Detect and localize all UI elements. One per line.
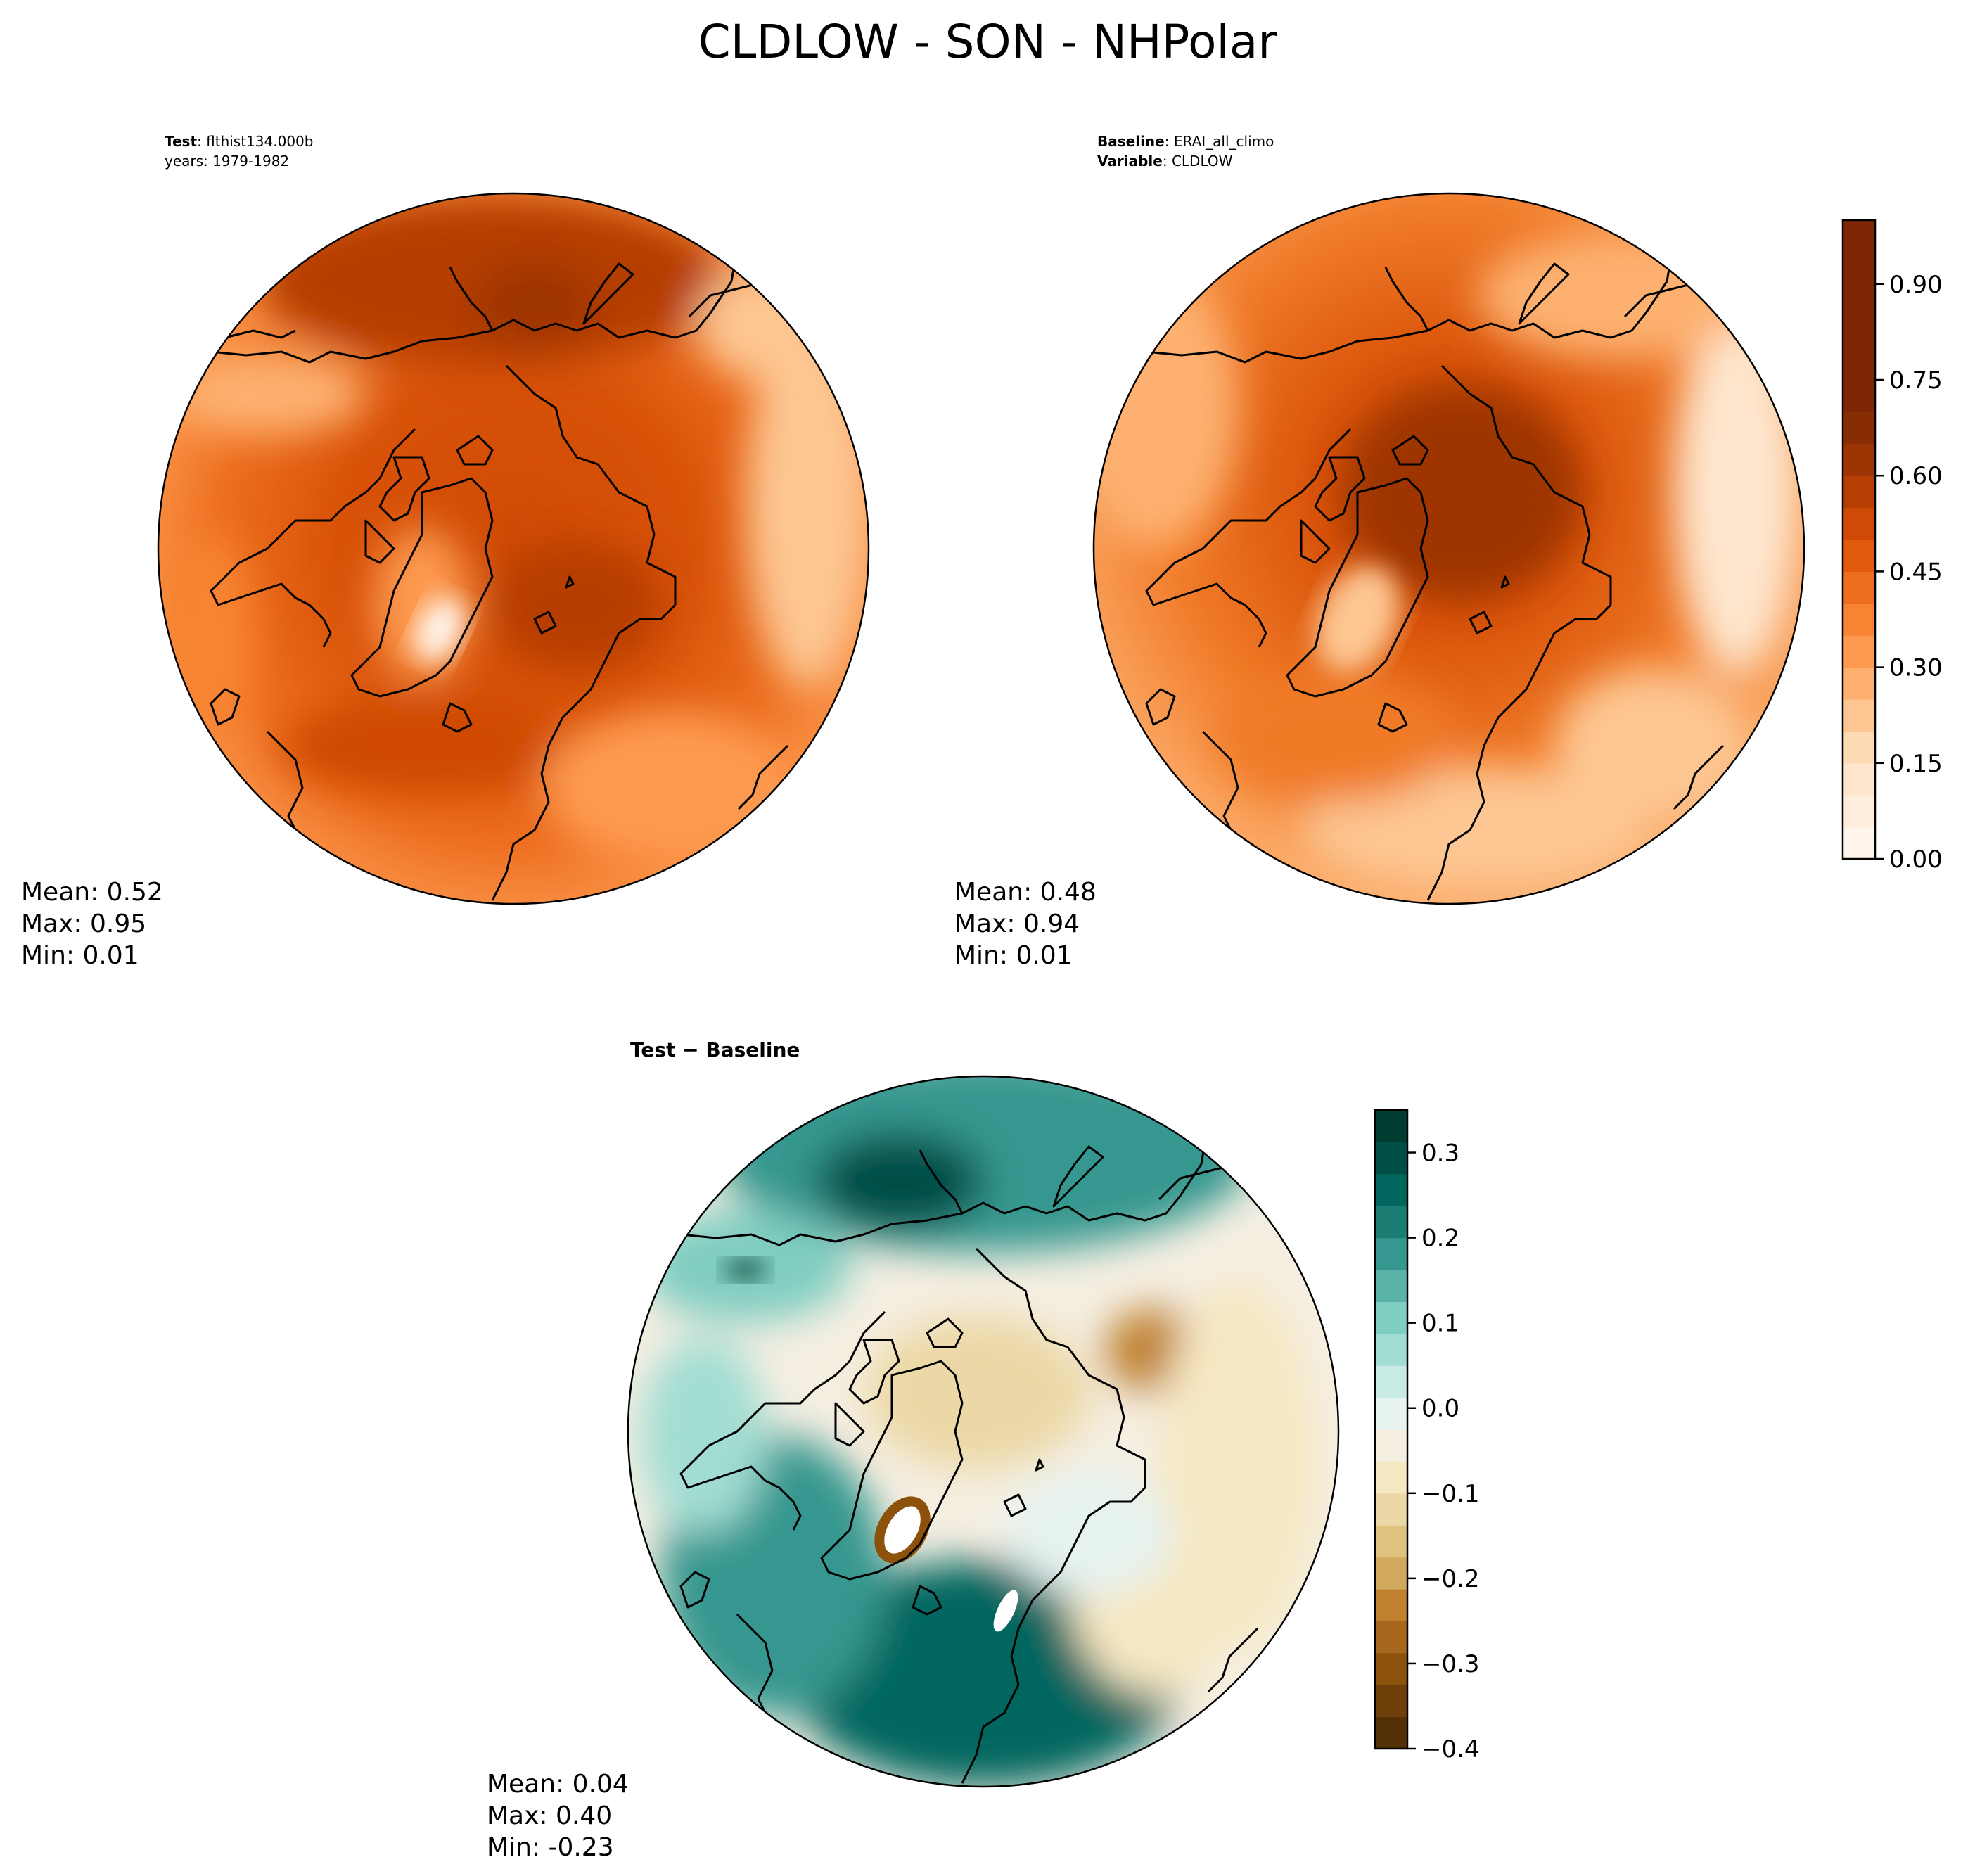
colorbar-oranges-segment <box>1843 316 1875 349</box>
colorbar-brbg-segment <box>1375 1173 1407 1206</box>
colorbar-brbg-tick-label: 0.2 <box>1421 1225 1459 1253</box>
figure-title: CLDLOW - SON - NHPolar <box>698 15 1278 69</box>
colorbar-oranges-segment <box>1843 540 1875 572</box>
colorbar-brbg-segment <box>1375 1206 1407 1239</box>
colorbar-brbg-segment <box>1375 1365 1407 1398</box>
colorbar-oranges-segment <box>1843 220 1875 253</box>
colorbar-oranges-tick-label: 0.00 <box>1889 846 1943 874</box>
map-difference <box>628 1076 1338 1787</box>
panel-baseline-mean: Mean: 0.48 <box>954 878 1097 907</box>
colorbar-oranges-tick-label: 0.75 <box>1889 366 1943 395</box>
panel-difference-mean: Mean: 0.04 <box>487 1770 629 1799</box>
panel-test-label: Test: flthist134.000b <box>165 133 313 150</box>
panel-test-min: Min: 0.01 <box>21 941 139 970</box>
colorbar-oranges-segment <box>1843 571 1875 604</box>
colorbar-oranges-segment <box>1843 507 1875 540</box>
colorbar-oranges-tick-label: 0.45 <box>1889 558 1943 586</box>
panel-test-label-value: flthist134.000b <box>206 133 313 150</box>
colorbar-brbg-segment <box>1375 1270 1407 1302</box>
colorbar-brbg-tick-label: 0.0 <box>1421 1395 1459 1423</box>
colorbar-brbg-tick-label: −0.1 <box>1421 1480 1480 1508</box>
colorbar-oranges-tick-label: 0.30 <box>1889 654 1943 682</box>
colorbar-brbg-tick-label: 0.3 <box>1421 1140 1459 1168</box>
colorbar-brbg-tick-label: −0.4 <box>1421 1735 1480 1763</box>
colorbar-oranges-segment <box>1843 699 1875 732</box>
panel-baseline-label: Baseline: ERAI_all_climo <box>1097 133 1274 150</box>
colorbar-oranges-segment <box>1843 635 1875 668</box>
colorbar-brbg-segment <box>1375 1397 1407 1430</box>
colorbar-brbg-tick-label: 0.1 <box>1421 1310 1459 1338</box>
colorbar-brbg-segment <box>1375 1525 1407 1558</box>
map-baseline <box>1094 193 1804 904</box>
colorbar-brbg-segment <box>1375 1493 1407 1526</box>
colorbar-brbg-segment <box>1375 1589 1407 1621</box>
colorbar-brbg-segment <box>1375 1301 1407 1334</box>
panel-baseline-min: Min: 0.01 <box>954 941 1073 970</box>
colorbar-oranges-segment <box>1843 347 1875 381</box>
colorbar-brbg-segment <box>1375 1110 1407 1142</box>
colorbar-brbg: −0.4 −0.3 −0.2 −0.1 0.0 0.1 0.2 0.3 <box>1374 1109 1480 1763</box>
panel-test-label-bold: Test <box>165 133 197 150</box>
colorbar-brbg-segment <box>1375 1621 1407 1654</box>
colorbar-oranges-segment <box>1843 380 1875 412</box>
colorbar-brbg-segment <box>1375 1142 1407 1175</box>
panel-difference: Test − Baseline <box>487 1038 1340 1862</box>
colorbar-oranges-tick-label: 0.60 <box>1889 462 1943 490</box>
panel-difference-label: Test − Baseline <box>630 1038 800 1061</box>
panel-baseline-variable-value: CLDLOW <box>1172 153 1233 170</box>
map-difference-boundary <box>627 1075 1340 1788</box>
colorbar-oranges-tick-label: 0.90 <box>1889 271 1943 299</box>
colorbar-oranges-tick-label: 0.15 <box>1889 750 1943 778</box>
colorbar-oranges-segment <box>1843 476 1875 509</box>
colorbar-brbg-segment <box>1375 1716 1407 1749</box>
colorbar-brbg-segment <box>1375 1429 1407 1462</box>
colorbar-brbg-segment <box>1375 1461 1407 1494</box>
colorbar-brbg-frame <box>1374 1109 1409 1750</box>
panel-baseline-label-value: ERAI_all_climo <box>1174 133 1274 150</box>
panel-baseline: Baseline: ERAI_all_climo Variable: CLDLO… <box>954 133 1805 970</box>
colorbar-brbg-segment <box>1375 1652 1407 1685</box>
colorbar-brbg-segment <box>1375 1333 1407 1366</box>
colorbar-oranges-segment <box>1843 667 1875 700</box>
colorbar-oranges-segment <box>1843 827 1875 860</box>
panel-test-mean: Mean: 0.52 <box>21 878 163 907</box>
panel-baseline-max: Max: 0.94 <box>954 910 1080 938</box>
colorbar-oranges-segment <box>1843 731 1875 764</box>
colorbar-oranges-segment <box>1843 252 1875 285</box>
colorbar-brbg-segment <box>1375 1237 1407 1270</box>
colorbar-oranges-segment <box>1843 762 1875 796</box>
panel-difference-min: Min: -0.23 <box>487 1833 614 1862</box>
map-test-boundary <box>157 192 870 905</box>
panel-baseline-variable: Variable: CLDLOW <box>1097 153 1233 170</box>
map-test <box>158 193 869 904</box>
panel-test-max: Max: 0.95 <box>21 910 146 938</box>
colorbar-brbg-segment <box>1375 1685 1407 1718</box>
colorbar-oranges-segment <box>1843 411 1875 445</box>
colorbar-oranges-frame <box>1841 219 1877 860</box>
colorbar-oranges-segment <box>1843 603 1875 636</box>
colorbar-brbg-tick-label: −0.2 <box>1421 1565 1480 1593</box>
colorbar-oranges-segment <box>1843 443 1875 476</box>
panel-difference-max: Max: 0.40 <box>487 1801 612 1830</box>
panel-test: Test: flthist134.000b years: 1979-1982 <box>21 133 870 970</box>
colorbar-brbg-segment <box>1375 1557 1407 1590</box>
colorbar-oranges-segment <box>1843 283 1875 317</box>
map-baseline-boundary <box>1092 192 1805 905</box>
panel-baseline-variable-bold: Variable <box>1097 153 1163 170</box>
colorbar-oranges: 0.00 0.15 0.30 0.45 0.60 0.75 0.90 <box>1841 219 1943 874</box>
colorbar-oranges-segment <box>1843 795 1875 828</box>
colorbar-brbg-tick-label: −0.3 <box>1421 1650 1480 1678</box>
panel-baseline-label-bold: Baseline <box>1097 133 1165 150</box>
panel-test-years: years: 1979-1982 <box>165 153 289 170</box>
